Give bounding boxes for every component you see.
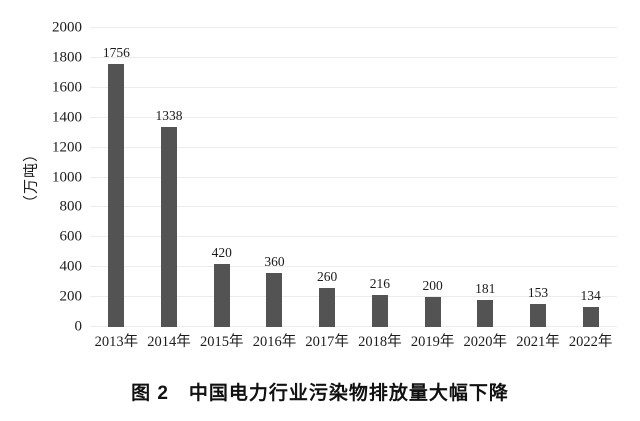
- gridline: [90, 86, 617, 88]
- bar-2020年: [477, 299, 494, 327]
- y-tick-label: 200: [59, 288, 83, 305]
- bar-value-label: 181: [475, 280, 496, 296]
- x-axis-label-2021年: 2021年: [516, 334, 560, 350]
- x-axis-label-2014年: 2014年: [147, 334, 191, 350]
- x-axis-label-2020年: 2020年: [463, 334, 508, 350]
- bar-2018年: [371, 294, 388, 327]
- x-axis-label-2019年: 2019年: [410, 334, 455, 350]
- x-axis-label-2022年: 2022年: [568, 334, 613, 350]
- bar-group-2022年: 134: [564, 28, 617, 327]
- bar-group-2015年: 420: [195, 28, 248, 327]
- y-tick-label: 0: [74, 318, 83, 335]
- bar-value-label: 360: [264, 254, 285, 270]
- bar-group-2013年: 1756: [90, 28, 143, 327]
- y-tick-label: 600: [59, 228, 83, 245]
- bar-group-2020年: 181: [459, 28, 512, 327]
- bar-value-label: 153: [527, 285, 549, 301]
- gridline: [90, 56, 617, 58]
- y-tick-label: 1200: [52, 139, 82, 156]
- bar-value-label: 216: [369, 275, 390, 291]
- y-tick-label: 1400: [52, 109, 82, 126]
- gridline: [90, 326, 617, 327]
- gridline: [90, 116, 617, 118]
- bar-value-label: 1338: [155, 107, 183, 123]
- x-axis-label-2018年: 2018年: [358, 334, 402, 350]
- gridline: [90, 296, 617, 298]
- gridline: [90, 146, 617, 148]
- bar-2021年: [529, 304, 546, 327]
- bar-2015年: [213, 264, 230, 327]
- y-axis-tick-labels: 0 200 400 600 800 1000 1200 1400 1600 1800 2000: [0, 20, 83, 334]
- bar-group-2014年: 1338: [143, 28, 196, 327]
- bar-value-label: 200: [422, 278, 443, 294]
- bar-2014年: [161, 126, 178, 327]
- x-axis-label-2017年: 2017年: [305, 334, 349, 350]
- x-axis-label-2016年: 2016年: [252, 334, 297, 350]
- y-tick-label: 400: [59, 258, 83, 275]
- bar-group-2018年: 216: [354, 28, 407, 327]
- bar-value-label: 420: [211, 245, 232, 261]
- x-axis-label-2013年: 2013年: [94, 334, 139, 350]
- gridline: [90, 27, 617, 28]
- bar-group-2019年: 200: [406, 28, 459, 327]
- x-axis-label-2015年: 2015年: [200, 334, 244, 350]
- bar-2016年: [266, 273, 283, 327]
- bar-2019年: [424, 297, 441, 327]
- gridline: [90, 206, 617, 208]
- y-tick-label: 800: [59, 198, 83, 215]
- bar-2022年: [582, 306, 599, 327]
- gridline: [90, 236, 617, 238]
- gridline: [90, 176, 617, 178]
- plot-area: 1756 1338 420 360 260 216 200 181 153 134: [90, 27, 617, 327]
- bars-container: 1756 1338 420 360 260 216 200 181 153 134: [90, 28, 617, 327]
- bar-group-2021年: 153: [512, 28, 565, 327]
- bar-value-label: 1756: [102, 45, 130, 61]
- chart-caption: 图 2 中国电力行业污染物排放量大幅下降: [131, 383, 509, 404]
- y-tick-label: 1800: [52, 49, 82, 66]
- bar-2017年: [319, 288, 336, 327]
- gridline: [90, 266, 617, 268]
- y-tick-label: 1000: [52, 169, 82, 185]
- bar-value-label: 134: [580, 287, 601, 303]
- bar-group-2016年: 360: [248, 28, 301, 327]
- bar-value-label: 260: [317, 269, 338, 285]
- y-tick-label: 2000: [52, 19, 82, 36]
- bar-group-2017年: 260: [301, 28, 354, 327]
- y-tick-label: 1600: [52, 79, 82, 96]
- bar-2013年: [108, 64, 125, 327]
- x-axis-labels: 2013年 2014年 2015年 2016年 2017年 2018年 2019年 2020年…: [90, 334, 617, 351]
